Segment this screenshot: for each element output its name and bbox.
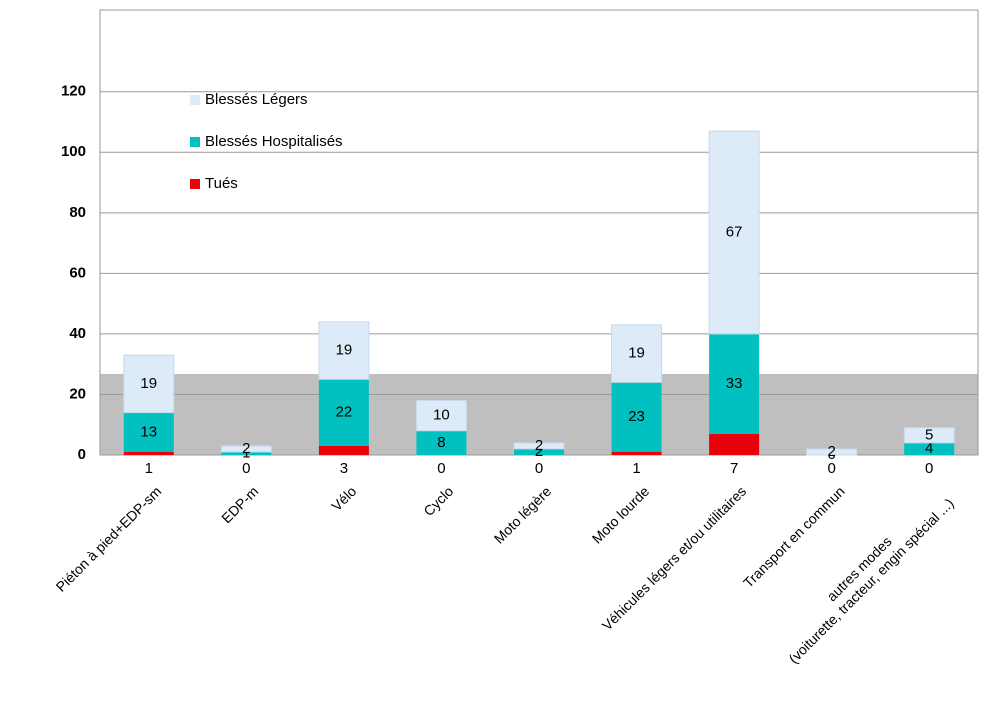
data-label: 33 [726, 375, 743, 392]
data-label: 2 [535, 443, 543, 460]
data-label: 13 [140, 423, 157, 440]
data-label: 10 [433, 407, 450, 424]
bar-segment [123, 354, 175, 414]
data-label: 67 [726, 223, 743, 240]
bar-segment [416, 430, 467, 455]
bar-segment [513, 442, 565, 450]
data-label: 19 [140, 375, 157, 392]
data-label: 0 [437, 460, 445, 477]
bar-segment [903, 427, 955, 444]
bar-segment [123, 451, 174, 455]
data-label: 4 [925, 440, 933, 457]
data-label: 2 [535, 437, 543, 454]
data-label: 1 [632, 460, 640, 477]
bar-segment [221, 451, 272, 455]
data-label: 5 [925, 426, 933, 443]
data-label: 0 [827, 460, 835, 477]
data-label: 7 [730, 460, 738, 477]
legend-swatch [190, 95, 200, 105]
bar-segment [708, 130, 760, 335]
data-label: 0 [535, 460, 543, 477]
data-label: 1 [242, 444, 250, 461]
data-label: 22 [336, 404, 353, 421]
y-tick-label: 120 [61, 83, 86, 100]
bar-segment [318, 321, 370, 380]
bar-segment [709, 333, 760, 434]
bar-segment [611, 324, 663, 383]
data-label: 23 [628, 408, 645, 425]
y-tick-label: 40 [69, 325, 86, 342]
data-label: 3 [340, 460, 348, 477]
floor [100, 374, 978, 455]
y-tick-label: 20 [69, 385, 86, 402]
data-label: 2 [827, 443, 835, 460]
legend-label: Tués [205, 175, 238, 192]
bar-segment [904, 442, 955, 455]
data-label: 1 [145, 460, 153, 477]
y-tick-label: 100 [61, 143, 86, 160]
bar-segment [123, 412, 174, 452]
y-tick-label: 0 [78, 446, 86, 463]
data-label: 19 [336, 342, 353, 359]
legend-swatch [190, 179, 200, 189]
data-label: 8 [437, 434, 445, 451]
data-label: 0 [242, 460, 250, 477]
bar-segment [318, 379, 369, 446]
bar-segment [709, 433, 760, 455]
legend-swatch [190, 137, 200, 147]
bar-segment [611, 382, 662, 452]
bar-segment [514, 448, 564, 455]
y-tick-label: 80 [69, 204, 86, 221]
bar-segment [318, 445, 369, 455]
bar-segment [415, 400, 467, 432]
data-label: 0 [925, 460, 933, 477]
legend-label: Blessés Légers [205, 91, 308, 108]
data-label: 2 [242, 440, 250, 457]
bar-segment [611, 451, 662, 455]
data-label: 19 [628, 345, 645, 362]
bar-segment [806, 448, 858, 456]
y-tick-label: 60 [69, 264, 86, 281]
bar-segment [220, 445, 272, 453]
legend-label: Blessés Hospitalisés [205, 133, 343, 150]
